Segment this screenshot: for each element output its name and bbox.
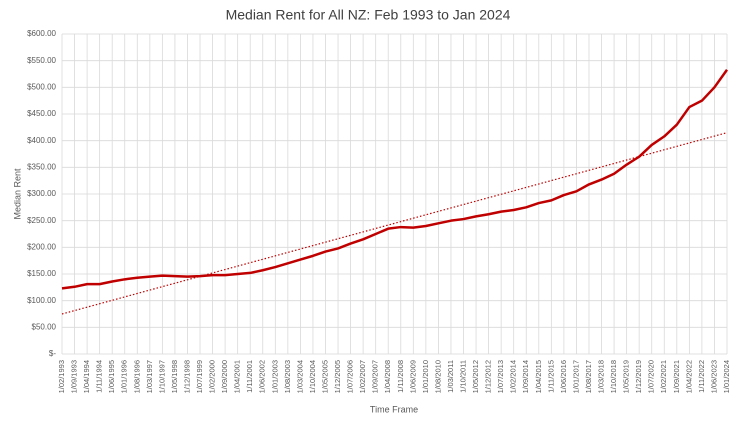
x-tick-label: 1/02/2021 [659, 360, 668, 393]
x-tick-label: 1/05/2012 [471, 360, 480, 393]
y-tick-label: $- [49, 349, 56, 358]
x-tick-label: 1/04/2008 [383, 360, 392, 393]
y-axis-title: Median Rent [12, 168, 22, 220]
x-tick-label: 1/10/2004 [308, 360, 317, 393]
y-tick-label: $400.00 [27, 136, 56, 145]
y-tick-label: $450.00 [27, 109, 56, 118]
x-tick-label: 1/03/1997 [145, 360, 154, 393]
x-tick-label: 1/02/2014 [509, 360, 518, 393]
x-tick-label: 1/06/1995 [107, 360, 116, 393]
x-tick-label: 1/01/2003 [270, 360, 279, 393]
x-tick-label: 1/12/2005 [333, 360, 342, 393]
x-tick-label: 1/11/2022 [697, 360, 706, 393]
x-tick-label: 1/09/2014 [521, 360, 530, 393]
x-tick-label: 1/04/2022 [684, 360, 693, 393]
x-tick-label: 1/07/2006 [346, 360, 355, 393]
x-tick-label: 1/09/2021 [672, 360, 681, 393]
x-tick-label: 1/03/2011 [446, 360, 455, 393]
x-tick-label: 1/01/1996 [120, 360, 129, 393]
x-tick-label: 1/11/1994 [95, 360, 104, 393]
x-tick-label: 1/12/2019 [634, 360, 643, 393]
y-tick-label: $500.00 [27, 82, 56, 91]
x-tick-label: 1/01/2010 [421, 360, 430, 393]
x-tick-label: 1/05/1998 [170, 360, 179, 393]
data-line [61, 69, 729, 290]
x-tick-label: 1/02/2007 [358, 360, 367, 393]
x-tick-label: 1/07/2020 [647, 360, 656, 393]
x-tick-label: 1/08/2010 [433, 360, 442, 393]
x-tick-label: 1/02/2000 [208, 360, 217, 393]
x-tick-label: 1/09/2000 [220, 360, 229, 393]
x-tick-label: 1/09/2007 [371, 360, 380, 393]
x-tick-label: 1/11/2008 [396, 360, 405, 393]
y-tick-label: $100.00 [27, 296, 56, 305]
trend-line [61, 132, 728, 315]
y-tick-label: $600.00 [27, 29, 56, 38]
x-tick-label: 1/05/2005 [320, 360, 329, 393]
x-tick-label: 1/12/1998 [182, 360, 191, 393]
x-tick-label: 1/06/2002 [258, 360, 267, 393]
x-tick-label: 1/08/1996 [132, 360, 141, 393]
x-tick-label: 1/10/2018 [609, 360, 618, 393]
x-tick-label: 1/04/1994 [82, 360, 91, 393]
x-tick-label: 1/07/1999 [195, 360, 204, 393]
y-tick-label: $250.00 [27, 216, 56, 225]
x-tick-label: 1/08/2017 [584, 360, 593, 393]
x-tick-label: 1/01/2017 [571, 360, 580, 393]
y-tick-label: $350.00 [27, 162, 56, 171]
x-tick-label: 1/07/2013 [496, 360, 505, 393]
x-tick-label: 1/11/2001 [245, 360, 254, 393]
y-tick-label: $200.00 [27, 242, 56, 251]
x-tick-label: 1/10/1997 [157, 360, 166, 393]
x-tick-label: 1/03/2018 [597, 360, 606, 393]
y-tick-label: $550.00 [27, 56, 56, 65]
x-tick-label: 1/06/2009 [408, 360, 417, 393]
x-tick-label: 1/09/1993 [70, 360, 79, 393]
x-axis-title: Time Frame [370, 404, 418, 414]
x-tick-label: 1/10/2011 [458, 360, 467, 393]
chart-title: Median Rent for All NZ: Feb 1993 to Jan … [226, 7, 511, 23]
y-tick-label: $150.00 [27, 269, 56, 278]
x-tick-label: 1/06/2016 [559, 360, 568, 393]
x-tick-label: 1/02/1993 [57, 360, 66, 393]
x-tick-label: 1/08/2003 [283, 360, 292, 393]
x-tick-label: 1/06/2023 [709, 360, 718, 393]
x-tick-label: 1/03/2004 [295, 360, 304, 393]
x-tick-label: 1/01/2024 [722, 360, 731, 393]
y-tick-label: $50.00 [32, 322, 57, 331]
x-tick-label: 1/11/2015 [546, 360, 555, 393]
x-tick-label: 1/12/2012 [484, 360, 493, 393]
x-tick-label: 1/04/2001 [233, 360, 242, 393]
y-tick-label: $300.00 [27, 189, 56, 198]
x-tick-label: 1/05/2019 [622, 360, 631, 393]
x-tick-label: 1/04/2015 [534, 360, 543, 393]
